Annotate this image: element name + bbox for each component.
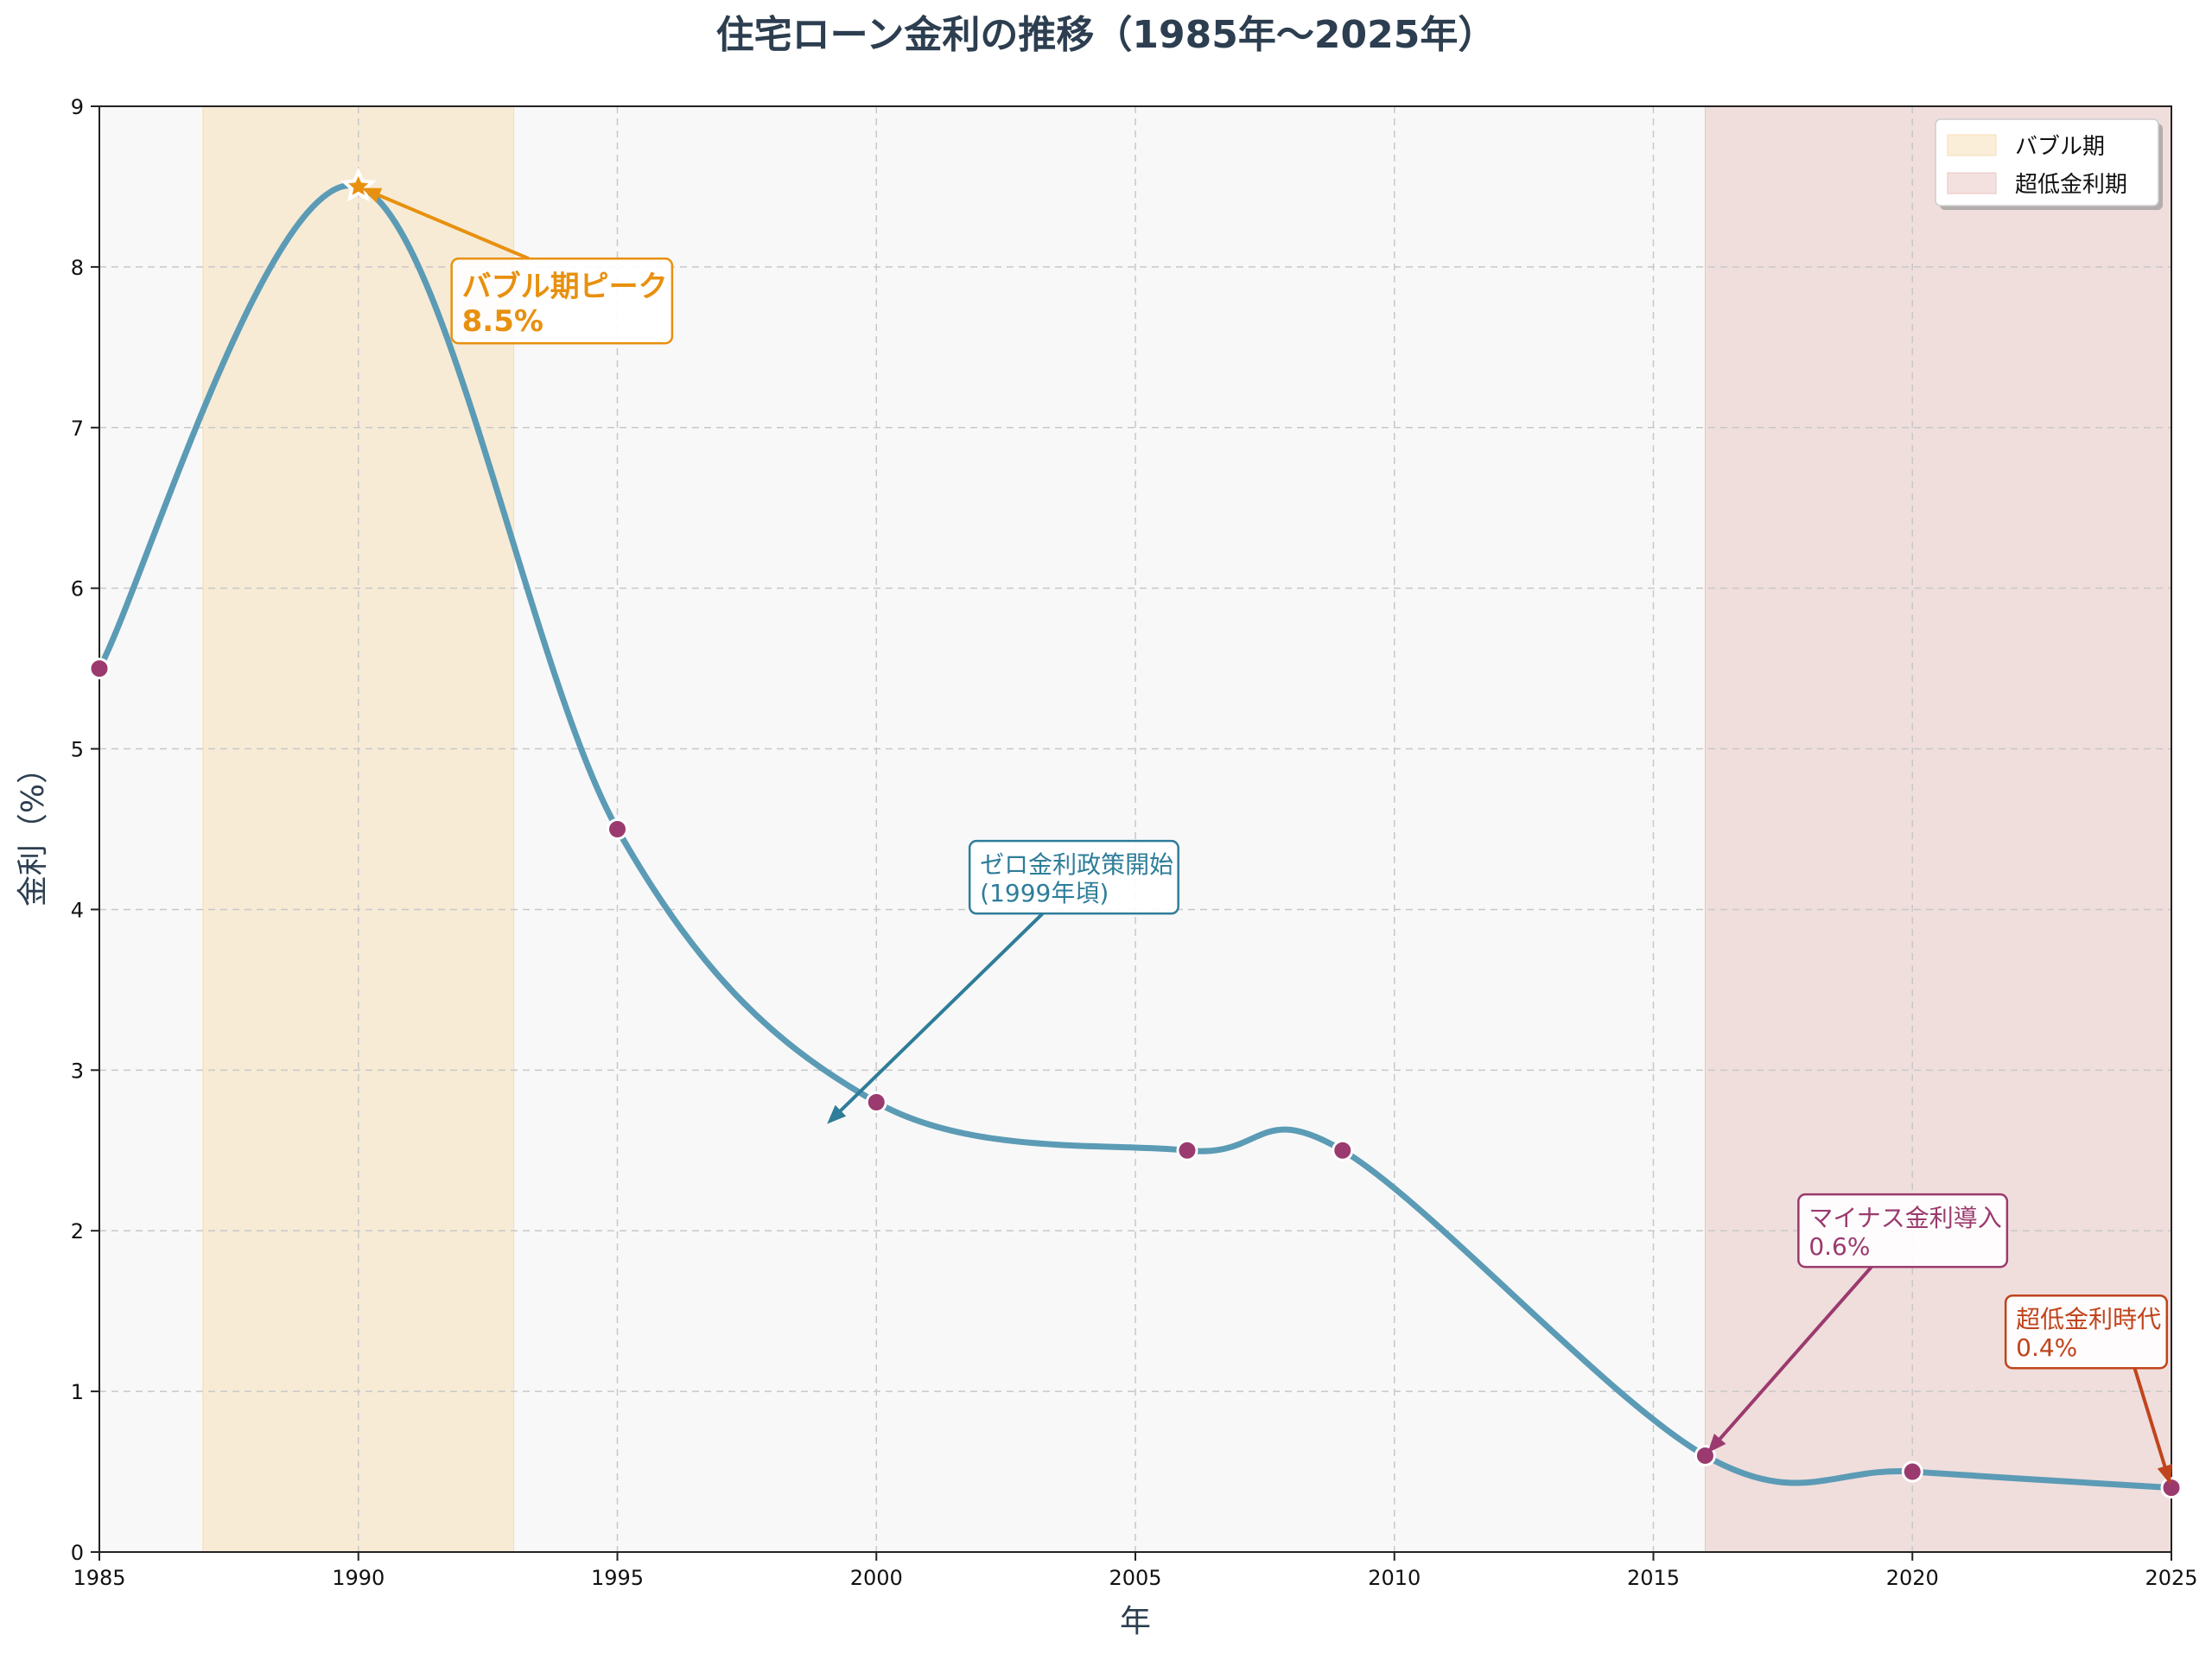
shaded-region-1: [202, 105, 515, 1553]
y-tick-label-3: 3: [71, 1059, 84, 1083]
annotation-text-4-2: 0.4%: [2016, 1333, 2077, 1362]
annotation-arrow-line-2: [831, 912, 1045, 1120]
y-tick-label-4: 4: [71, 898, 84, 922]
data-point-2020: [1901, 1460, 1923, 1483]
annotation-text-1-2: 8.5%: [462, 304, 543, 339]
annotation-box-1: [450, 257, 674, 345]
data-point-2006: [1176, 1139, 1198, 1161]
annotation-arrow-line-1: [368, 189, 530, 261]
annotation-text-2-1: ゼロ金利政策開始: [980, 850, 1173, 879]
y-tick-label-0: 0: [71, 1541, 84, 1565]
annotation-box-2: [968, 839, 1179, 915]
data-point-2000: [865, 1091, 887, 1114]
x-tick-label-2025: 2025: [2145, 1566, 2197, 1590]
x-axis-label: 年: [1120, 1604, 1151, 1639]
annotation-text-3-2: 0.6%: [1808, 1232, 1870, 1261]
legend-swatch-2: [1947, 172, 1997, 194]
x-tick-label-1995: 1995: [591, 1566, 644, 1590]
annotation-arrow-head-2: [827, 1104, 847, 1124]
plot-area: バブル期ピーク8.5%ゼロ金利政策開始(1999年頃)マイナス金利導入0.6%超…: [88, 105, 2183, 1553]
x-tick-label-2015: 2015: [1627, 1566, 1680, 1590]
data-point-2009: [1332, 1139, 1354, 1161]
legend-label-2: 超低金利期: [2015, 172, 2127, 198]
annotation-text-2-2: (1999年頃): [980, 879, 1109, 907]
data-point-peak-star: [340, 168, 377, 202]
annotation-text-4-1: 超低金利時代: [2016, 1305, 2161, 1333]
y-tick-label-6: 6: [71, 577, 84, 601]
x-tick-label-2005: 2005: [1109, 1566, 1161, 1590]
y-tick-label-7: 7: [71, 417, 84, 441]
x-tick-label-2010: 2010: [1368, 1566, 1421, 1590]
y-tick-label-9: 9: [71, 95, 84, 119]
data-point-1995: [607, 818, 628, 840]
annotation-arrow-line-3: [1712, 1265, 1873, 1448]
y-tick-label-1: 1: [71, 1380, 84, 1404]
chart-title: 住宅ローン金利の推移（1985年〜2025年）: [716, 13, 1497, 57]
annotation-text-1-1: バブル期ピーク: [462, 270, 668, 304]
legend-label-1: バブル期: [2015, 134, 2105, 160]
y-tick-label-8: 8: [71, 256, 84, 280]
annotation-arrow-head-3: [1707, 1434, 1726, 1454]
x-tick-label-1990: 1990: [332, 1566, 385, 1590]
y-axis-label: 金利（%）: [16, 753, 51, 907]
data-point-2025: [2160, 1477, 2183, 1499]
annotation-2: ゼロ金利政策開始(1999年頃): [827, 839, 1179, 1124]
annotation-text-3-1: マイナス金利導入: [1808, 1204, 2001, 1232]
legend-swatch-1: [1947, 134, 1997, 156]
y-tick-label-2: 2: [71, 1219, 84, 1244]
annotation-box-4: [2004, 1294, 2169, 1370]
annotation-arrow-head-1: [361, 188, 383, 203]
annotation-arrow-line-4: [2133, 1367, 2170, 1477]
x-tick-label-2020: 2020: [1886, 1566, 1939, 1590]
x-tick-label-2000: 2000: [850, 1566, 903, 1590]
x-tick-label-1985: 1985: [73, 1566, 125, 1590]
annotation-box-3: [1797, 1193, 2009, 1269]
data-point-1985: [88, 658, 111, 680]
annotation-arrow-head-4: [2157, 1464, 2172, 1485]
y-tick-label-5: 5: [71, 738, 84, 762]
